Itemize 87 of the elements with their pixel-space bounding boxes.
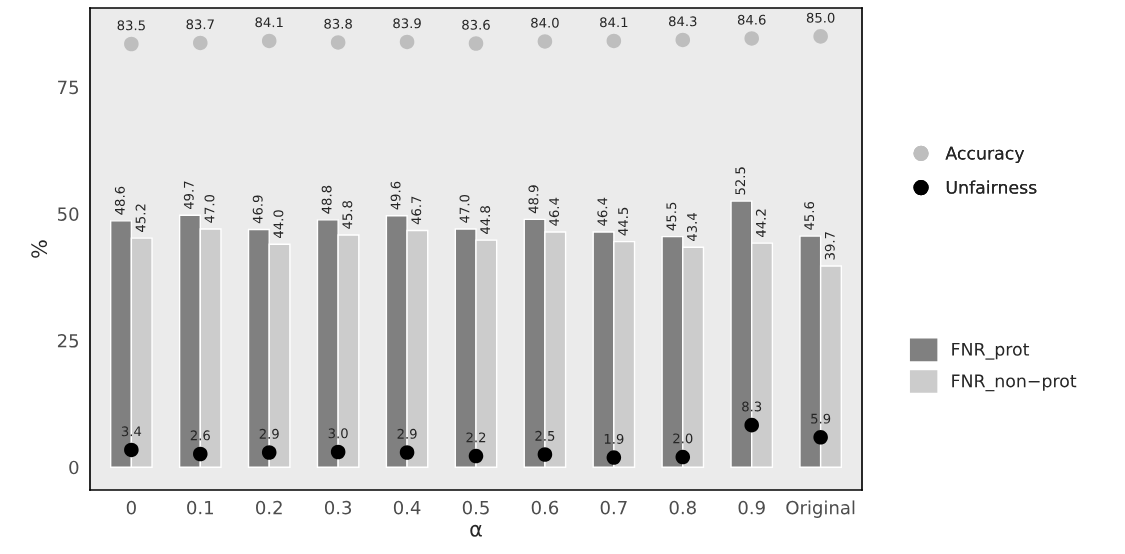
legend-label: FNR_non−prot [952,374,1077,392]
data-label: 2.9 [397,428,417,439]
data-label: 84.3 [668,16,697,27]
data-label: 83.5 [117,20,145,31]
point [193,35,208,51]
point [675,32,691,48]
data-label: 39.7 [824,232,835,260]
point [813,29,828,44]
data-label: 48.9 [528,185,539,214]
x-tick-label: 0.2 [256,500,282,515]
data-label: 46.4 [549,197,560,226]
data-label: 48.6 [114,186,125,215]
data-label: 44.5 [618,207,629,236]
point [261,33,277,49]
point [744,31,759,46]
data-label: 43.4 [686,213,697,242]
data-label: 2.5 [535,430,555,441]
data-label: 46.7 [411,196,422,225]
data-label: 47.0 [204,194,215,223]
data-label: 2.2 [466,432,486,443]
data-label: 84.1 [255,17,283,28]
data-label: 83.7 [186,19,214,30]
data-label: 2.9 [259,428,279,439]
data-label: 83.6 [462,19,490,30]
x-tick-label: 0.8 [669,500,696,515]
y-tick-label: 25 [57,333,79,348]
y-tick-label: 0 [69,460,79,475]
legend-label: Unfairness [946,180,1037,194]
point [261,445,277,460]
x-tick-label: Original [786,500,855,518]
y-axis-title: % [31,240,48,258]
point [537,447,553,462]
data-label: 8.3 [742,401,762,412]
x-tick-label: 0.3 [324,500,352,515]
data-label: 46.9 [252,195,263,224]
point [675,449,691,465]
x-tick-label: 0.1 [187,500,213,515]
x-tick-label: 0.7 [600,500,627,515]
data-label: 84.0 [531,17,559,28]
data-label: 46.4 [597,197,608,226]
data-label: 45.5 [666,202,677,231]
data-label: 1.9 [604,433,624,444]
data-label: 49.6 [390,181,401,210]
y-tick-label: 50 [58,207,79,221]
data-label: 52.5 [735,167,746,195]
data-label: 44.0 [273,210,284,238]
y-tick-label: 75 [58,80,79,95]
data-label: 3.4 [121,426,142,437]
data-label: 83.8 [324,18,352,29]
point [399,445,415,460]
point [124,442,139,458]
data-label: 44.2 [755,209,766,237]
data-label: 49.7 [183,181,194,210]
x-tick-label: 0.6 [531,500,559,515]
data-label: 47.0 [459,194,470,223]
point [813,430,828,445]
data-label: 48.8 [321,185,332,214]
data-label: 5.9 [811,413,831,424]
x-tick-label: 0 [126,500,136,515]
point [468,448,484,464]
data-label: 84.1 [600,17,628,28]
data-label: 2.0 [673,433,693,444]
data-label: 83.9 [393,18,421,29]
data-label: 84.6 [737,14,766,25]
legend-label: FNR_prot [952,342,1030,360]
data-label: 45.2 [135,204,146,232]
point [606,450,622,465]
x-axis-title: α [470,524,482,537]
x-tick-label: 0.5 [462,500,489,515]
data-label: 45.8 [342,201,353,229]
point [330,35,346,50]
data-label: 3.0 [328,428,348,439]
point [744,417,759,433]
legend-label: Accuracy [945,146,1025,164]
data-label: 85.0 [806,12,835,23]
x-tick-label: 0.9 [738,500,765,515]
data-label: 44.8 [480,206,491,234]
point [124,36,139,52]
point [399,34,415,50]
point [330,444,346,460]
data-label: 2.6 [190,430,210,441]
point [537,34,553,49]
point [606,33,622,49]
data-label: 45.6 [804,201,815,230]
x-tick-label: 0.4 [393,500,421,515]
point [193,446,208,462]
point [468,36,484,51]
